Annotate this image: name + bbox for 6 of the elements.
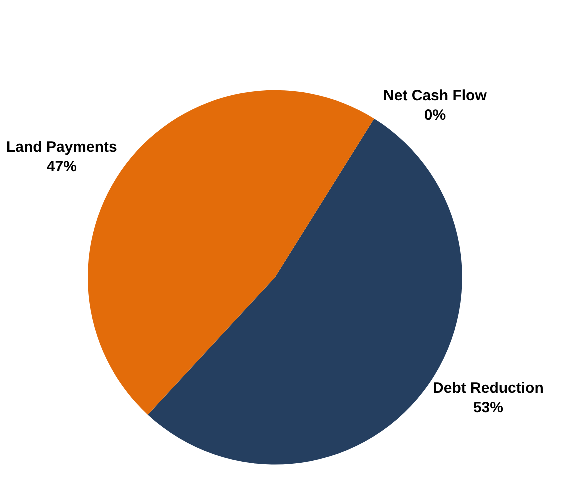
slice-label: Debt Reduction: [433, 380, 544, 397]
slice-label: Land Payments: [6, 138, 118, 156]
data-label: 47%: [46, 158, 77, 176]
category-label: Net Cash Flow: [384, 87, 487, 104]
data-label: 53%: [473, 399, 504, 416]
text: 0%: [424, 106, 446, 124]
